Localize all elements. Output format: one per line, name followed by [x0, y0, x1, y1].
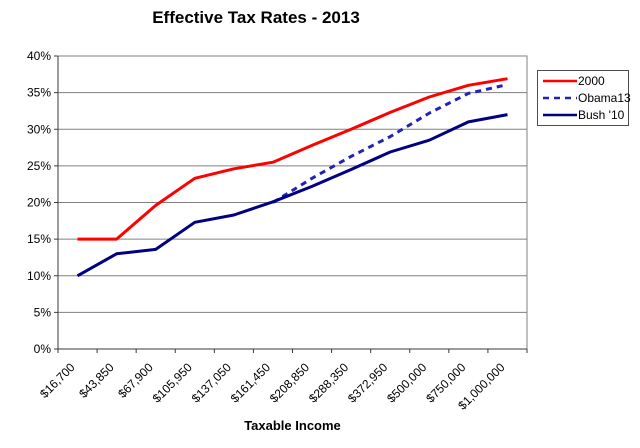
- legend-label: Bush '10: [578, 107, 625, 122]
- x-tick-label: $137,050: [189, 360, 235, 406]
- series-line-bush10: [76, 113, 508, 278]
- x-tick-label: $16,700: [37, 360, 78, 401]
- legend-line-sample-bush10: [543, 113, 577, 116]
- y-tick-label: 5%: [34, 305, 52, 319]
- legend-item-bush10: Bush '10: [542, 108, 624, 122]
- legend-item-obama13: Obama13: [542, 91, 631, 105]
- legend-label: 2000: [578, 74, 605, 89]
- x-tick-label: $43,850: [76, 360, 117, 401]
- series-line-2000: [77, 77, 508, 241]
- y-tick-label: 25%: [27, 159, 51, 173]
- y-tick-label: 35%: [27, 86, 51, 100]
- legend-label: Obama13: [578, 90, 631, 105]
- x-tick-label: $288,350: [306, 360, 352, 406]
- x-tick-label: $105,950: [150, 360, 196, 406]
- y-tick-label: 0%: [34, 342, 52, 356]
- legend-item-2000: 2000: [542, 74, 624, 88]
- y-tick-label: 20%: [27, 196, 51, 210]
- y-tick-label: 40%: [27, 49, 51, 63]
- legend-line-sample-2000: [543, 80, 577, 83]
- x-tick-label: $161,450: [228, 360, 274, 406]
- x-tick-label: $500,000: [384, 360, 430, 406]
- y-tick-label: 15%: [27, 232, 51, 246]
- y-tick-label: 10%: [27, 269, 51, 283]
- x-axis-title: Taxable Income: [244, 418, 341, 433]
- legend: 2000 Obama13 Bush '10: [537, 70, 631, 126]
- x-tick-label: $372,950: [345, 360, 391, 406]
- series-line-obama13: [272, 83, 508, 204]
- y-tick-label: 30%: [27, 122, 51, 136]
- legend-line-sample-obama13: [543, 96, 577, 100]
- x-tick-label: $208,850: [267, 360, 313, 406]
- chart-title: Effective Tax Rates - 2013: [152, 8, 360, 27]
